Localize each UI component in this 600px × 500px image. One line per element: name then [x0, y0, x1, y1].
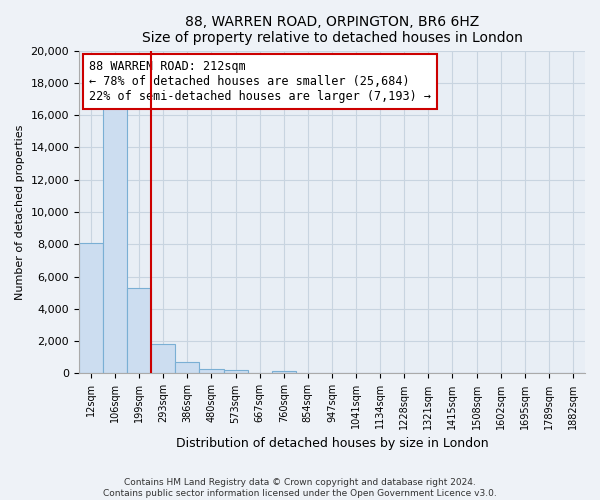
Y-axis label: Number of detached properties: Number of detached properties [15, 124, 25, 300]
Bar [79, 242, 103, 374]
Bar [151, 344, 175, 374]
X-axis label: Distribution of detached houses by size in London: Distribution of detached houses by size … [176, 437, 488, 450]
Bar [127, 288, 151, 374]
Title: 88, WARREN ROAD, ORPINGTON, BR6 6HZ
Size of property relative to detached houses: 88, WARREN ROAD, ORPINGTON, BR6 6HZ Size… [142, 15, 523, 45]
Bar [224, 370, 248, 374]
Bar [199, 368, 224, 374]
Bar [175, 362, 199, 374]
Bar [272, 372, 296, 374]
Text: 88 WARREN ROAD: 212sqm
← 78% of detached houses are smaller (25,684)
22% of semi: 88 WARREN ROAD: 212sqm ← 78% of detached… [89, 60, 431, 103]
Bar [103, 107, 127, 374]
Text: Contains HM Land Registry data © Crown copyright and database right 2024.
Contai: Contains HM Land Registry data © Crown c… [103, 478, 497, 498]
